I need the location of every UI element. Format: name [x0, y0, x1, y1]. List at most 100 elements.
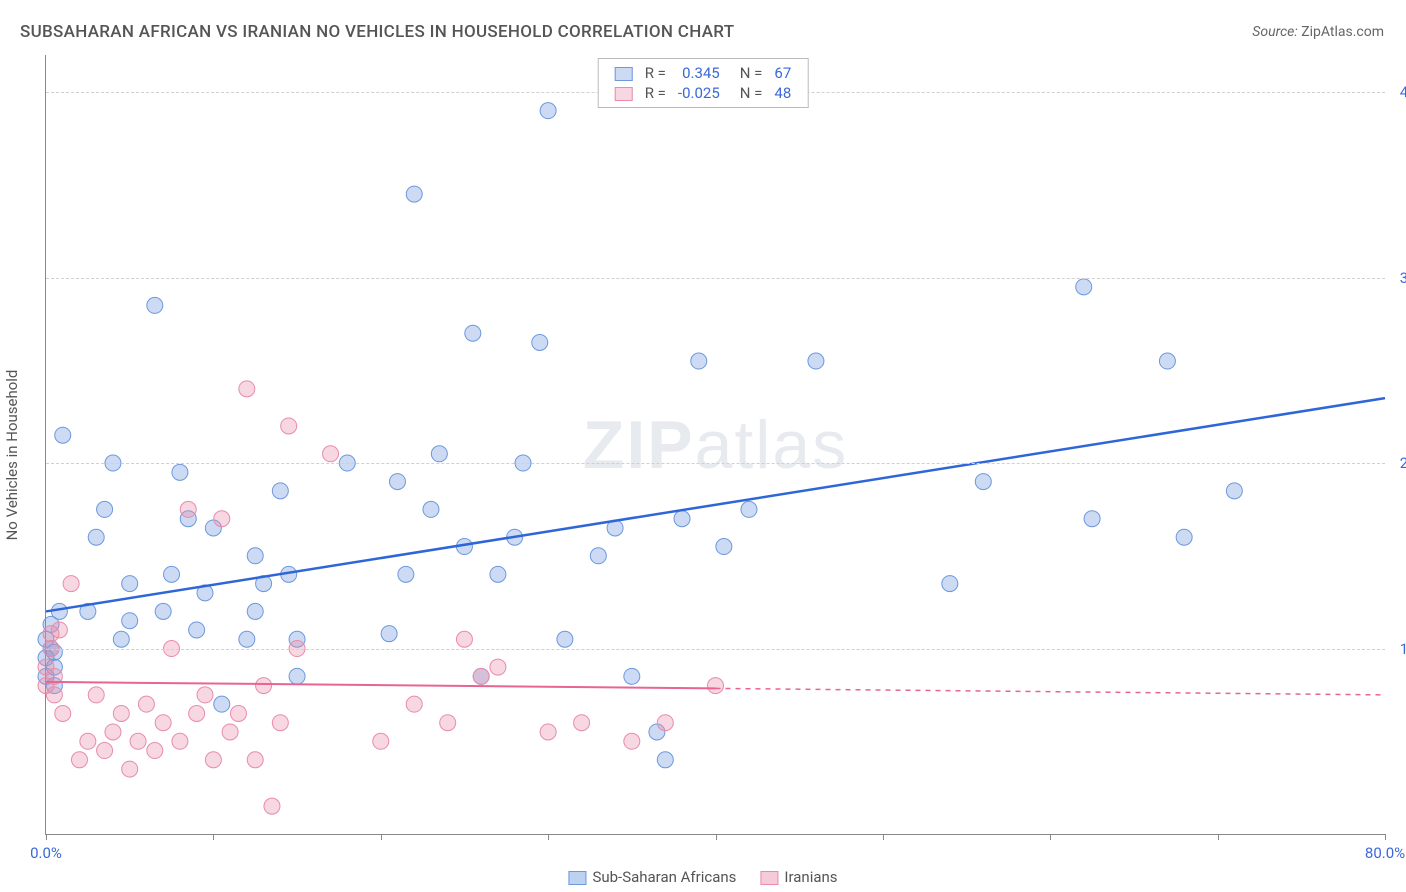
- data-point: [373, 733, 389, 749]
- data-point: [942, 576, 958, 592]
- stats-row: R =-0.025N =48: [609, 83, 798, 103]
- data-point: [189, 622, 205, 638]
- data-point: [197, 687, 213, 703]
- x-tick: [883, 834, 884, 840]
- x-tick: [716, 834, 717, 840]
- data-point: [164, 566, 180, 582]
- data-point: [247, 752, 263, 768]
- data-point: [398, 566, 414, 582]
- data-point: [247, 548, 263, 564]
- data-point: [456, 631, 472, 647]
- data-point: [138, 696, 154, 712]
- data-point: [122, 761, 138, 777]
- x-tick: [46, 834, 47, 840]
- data-point: [808, 353, 824, 369]
- r-label: R =: [639, 83, 672, 103]
- data-point: [674, 511, 690, 527]
- data-point: [540, 724, 556, 740]
- data-point: [105, 724, 121, 740]
- data-point: [55, 427, 71, 443]
- data-point: [465, 325, 481, 341]
- data-point: [590, 548, 606, 564]
- x-tick: [1218, 834, 1219, 840]
- data-point: [239, 381, 255, 397]
- series-swatch: [568, 871, 586, 885]
- data-point: [624, 668, 640, 684]
- data-point: [323, 446, 339, 462]
- data-point: [272, 715, 288, 731]
- data-point: [406, 186, 422, 202]
- data-point: [172, 464, 188, 480]
- x-tick-label: 80.0%: [1365, 844, 1405, 862]
- data-point: [88, 687, 104, 703]
- legend-label: Iranians: [784, 868, 837, 886]
- r-value: 0.345: [672, 63, 726, 83]
- n-value: 67: [768, 63, 797, 83]
- source-attribution: Source: ZipAtlas.com: [1252, 24, 1384, 40]
- data-point: [256, 678, 272, 694]
- data-point: [1176, 529, 1192, 545]
- correlation-chart: SUBSAHARAN AFRICAN VS IRANIAN NO VEHICLE…: [0, 0, 1406, 892]
- y-tick-label: 30.0%: [1385, 269, 1406, 287]
- data-point: [657, 715, 673, 731]
- gridline: [46, 649, 1385, 650]
- data-point: [122, 613, 138, 629]
- trend-line-dashed: [716, 688, 1386, 694]
- data-point: [189, 705, 205, 721]
- data-point: [289, 668, 305, 684]
- data-point: [490, 659, 506, 675]
- data-point: [406, 696, 422, 712]
- data-point: [147, 743, 163, 759]
- data-point: [214, 511, 230, 527]
- data-point: [264, 798, 280, 814]
- data-point: [272, 483, 288, 499]
- gridline: [46, 463, 1385, 464]
- x-tick-label: 0.0%: [30, 844, 62, 862]
- x-tick: [548, 834, 549, 840]
- x-tick: [213, 834, 214, 840]
- series-swatch: [760, 871, 778, 885]
- data-point: [389, 474, 405, 490]
- r-value: -0.025: [672, 83, 726, 103]
- legend-item: Iranians: [760, 868, 837, 886]
- data-point: [741, 501, 757, 517]
- data-point: [657, 752, 673, 768]
- legend-item: Sub-Saharan Africans: [568, 868, 736, 886]
- data-point: [46, 687, 62, 703]
- legend-label: Sub-Saharan Africans: [592, 868, 736, 886]
- data-point: [624, 733, 640, 749]
- n-value: 48: [768, 83, 797, 103]
- data-point: [80, 733, 96, 749]
- data-point: [532, 334, 548, 350]
- x-tick: [1050, 834, 1051, 840]
- y-tick-label: 40.0%: [1385, 83, 1406, 101]
- series-swatch: [615, 67, 633, 81]
- data-point: [155, 715, 171, 731]
- data-point: [490, 566, 506, 582]
- data-point: [440, 715, 456, 731]
- data-point: [708, 678, 724, 694]
- data-point: [113, 705, 129, 721]
- data-point: [130, 733, 146, 749]
- data-point: [205, 752, 221, 768]
- data-point: [691, 353, 707, 369]
- data-point: [431, 446, 447, 462]
- data-point: [97, 743, 113, 759]
- data-point: [230, 705, 246, 721]
- data-point: [281, 418, 297, 434]
- r-label: R =: [639, 63, 672, 83]
- chart-title: SUBSAHARAN AFRICAN VS IRANIAN NO VEHICLE…: [20, 22, 734, 42]
- data-point: [1159, 353, 1175, 369]
- data-point: [180, 501, 196, 517]
- data-point: [71, 752, 87, 768]
- data-point: [55, 705, 71, 721]
- source-label: Source:: [1252, 24, 1297, 40]
- x-tick: [381, 834, 382, 840]
- y-tick-label: 10.0%: [1385, 640, 1406, 658]
- stats-row: R =0.345N =67: [609, 63, 798, 83]
- data-point: [222, 724, 238, 740]
- data-point: [557, 631, 573, 647]
- data-point: [113, 631, 129, 647]
- data-point: [1084, 511, 1100, 527]
- trend-line: [46, 682, 716, 688]
